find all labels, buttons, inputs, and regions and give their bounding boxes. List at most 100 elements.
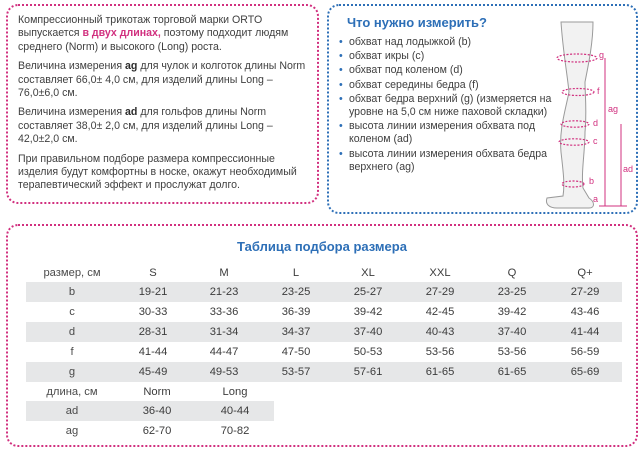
- table-row: b 19-21 21-23 23-25 25-27 27-29 23-25 27…: [26, 282, 622, 302]
- leg-measurement-diagram: g f d c b a ag ad: [546, 21, 633, 209]
- length-table-header-row: длина, см Norm Long: [26, 383, 274, 401]
- table-cell: 65-69: [548, 362, 622, 382]
- size-table-header-row: размер, см S M L XL XXL Q Q+: [26, 264, 622, 282]
- table-cell: 61-65: [404, 362, 476, 382]
- size-table-box: Таблица подбора размера размер, см S M L…: [6, 224, 638, 447]
- intro-paragraph-lengths: Компрессионный трикотаж торговой марки O…: [18, 14, 307, 54]
- table-cell: 56-59: [570, 346, 600, 358]
- table-cell: 53-57: [260, 362, 332, 382]
- table-cell: 23-25: [476, 282, 548, 302]
- intro-p3-text-c: для гольфов длины Norm составляет 38,0± …: [18, 106, 273, 146]
- table-cell: 39-42: [497, 306, 527, 318]
- size-header-xxl: XXL: [429, 267, 451, 279]
- table-cell: 21-23: [188, 282, 260, 302]
- measure-title: Что нужно измерить?: [347, 15, 487, 30]
- table-cell: 25-27: [332, 282, 404, 302]
- table-cell: 42-45: [425, 306, 455, 318]
- table-cell: 40-44: [196, 401, 274, 421]
- table-cell: 43-46: [570, 306, 600, 318]
- row-label-ag: ag: [65, 425, 79, 437]
- table-row: d 28-31 31-34 34-37 37-40 40-43 37-40 41…: [26, 322, 622, 342]
- row-label-d: d: [26, 322, 118, 342]
- table-row: ag 62-70 70-82: [26, 421, 274, 441]
- ring-d-icon: [560, 120, 590, 128]
- intro-p2-term: ag: [125, 60, 138, 73]
- size-table: размер, см S M L XL XXL Q Q+ b 19-21 21-…: [26, 264, 622, 382]
- length-table: длина, см Norm Long ad 36-40 40-44 ag 62…: [26, 383, 274, 441]
- table-cell: 40-43: [404, 322, 476, 342]
- intro-p2-text-a: Величина измерения: [18, 60, 126, 73]
- table-cell: 34-37: [260, 322, 332, 342]
- ring-b-icon: [561, 180, 585, 188]
- table-cell: 28-31: [118, 322, 188, 342]
- table-cell: 45-49: [118, 362, 188, 382]
- table-cell: 19-21: [118, 282, 188, 302]
- measure-list: обхват над лодыжкой (b) обхват икры (c) …: [339, 36, 561, 175]
- table-cell: 53-56: [425, 346, 455, 358]
- measure-item-b: обхват над лодыжкой (b): [339, 36, 561, 49]
- table-row: c 30-33 33-36 36-39 39-42 42-45 39-42 43…: [26, 302, 622, 322]
- intro-p3-text-a: Величина измерения: [18, 106, 126, 119]
- table-cell: 30-33: [138, 306, 168, 318]
- measure-item-ad: высота линии измерения обхвата под колен…: [339, 120, 561, 146]
- size-header-q: Q: [507, 267, 517, 279]
- size-header-label: размер, см: [43, 267, 101, 279]
- table-cell: 49-53: [188, 362, 260, 382]
- table-cell: 37-40: [476, 322, 548, 342]
- table-cell: 41-44: [548, 322, 622, 342]
- measure-item-f: обхват середины бедра (f): [339, 79, 561, 92]
- intro-p1-highlight: в двух длинах,: [82, 27, 161, 40]
- diagram-label-g: g: [599, 50, 604, 60]
- size-table-title: Таблица подбора размера: [237, 239, 407, 254]
- ring-g-icon: [556, 53, 598, 63]
- table-row: g 45-49 49-53 53-57 57-61 61-65 61-65 65…: [26, 362, 622, 382]
- table-cell: 36-39: [281, 306, 311, 318]
- table-row: ad 36-40 40-44: [26, 401, 274, 421]
- intro-p1-text-c: поэтому подходит людям среднего (Norm) и…: [18, 27, 289, 53]
- table-cell: 47-50: [281, 346, 311, 358]
- table-cell: 44-47: [209, 346, 239, 358]
- row-label-c: c: [69, 306, 75, 318]
- table-cell: 33-36: [209, 306, 239, 318]
- diagram-label-a: a: [593, 194, 598, 204]
- diagram-label-ag: ag: [608, 104, 618, 114]
- intro-paragraph-ad: Величина измерения ad для гольфов длины …: [18, 106, 307, 146]
- intro-p3-term: ad: [125, 106, 138, 119]
- table-cell: 57-61: [332, 362, 404, 382]
- intro-box: Компрессионный трикотаж торговой марки O…: [6, 4, 319, 204]
- table-cell: 27-29: [548, 282, 622, 302]
- length-header-label: длина, см: [46, 386, 98, 398]
- row-label-ad: ad: [26, 401, 118, 421]
- table-cell: 41-44: [138, 346, 168, 358]
- table-cell: 37-40: [332, 322, 404, 342]
- intro-p2-text-c: для чулок и колготок длины Norm составля…: [18, 60, 306, 100]
- table-cell: 31-34: [188, 322, 260, 342]
- table-cell: 27-29: [404, 282, 476, 302]
- ring-f-icon: [561, 87, 595, 97]
- measure-item-g: обхват бедра верхний (g) (измеряется на …: [339, 93, 561, 119]
- size-header-q-plus: Q+: [577, 267, 593, 279]
- length-header-norm: Norm: [143, 386, 171, 398]
- diagram-label-c: c: [593, 136, 598, 146]
- leg-outline-icon: [546, 21, 594, 209]
- table-row: f 41-44 44-47 47-50 50-53 53-56 53-56 56…: [26, 342, 622, 362]
- intro-paragraph-ag: Величина измерения ag для чулок и колгот…: [18, 60, 307, 100]
- size-header-s: S: [149, 267, 157, 279]
- measure-item-c: обхват икры (c): [339, 50, 561, 63]
- intro-p1-text-a: Компрессионный трикотаж торговой марки O…: [18, 14, 263, 40]
- table-cell: 36-40: [118, 401, 196, 421]
- table-cell: 61-65: [476, 362, 548, 382]
- diagram-label-d: d: [593, 118, 598, 128]
- table-cell: 62-70: [142, 425, 172, 437]
- size-header-m: M: [219, 267, 229, 279]
- row-label-f: f: [70, 346, 74, 358]
- table-cell: 70-82: [220, 425, 250, 437]
- measure-item-d: обхват под коленом (d): [339, 64, 561, 77]
- diagram-label-f: f: [597, 86, 600, 96]
- diagram-label-ad: ad: [623, 164, 633, 174]
- table-cell: 53-56: [497, 346, 527, 358]
- diagram-label-b: b: [589, 176, 594, 186]
- measure-box: Что нужно измерить? обхват над лодыжкой …: [327, 4, 638, 214]
- intro-paragraph-comfort: При правильном подборе размера компресси…: [18, 152, 297, 192]
- table-cell: 23-25: [260, 282, 332, 302]
